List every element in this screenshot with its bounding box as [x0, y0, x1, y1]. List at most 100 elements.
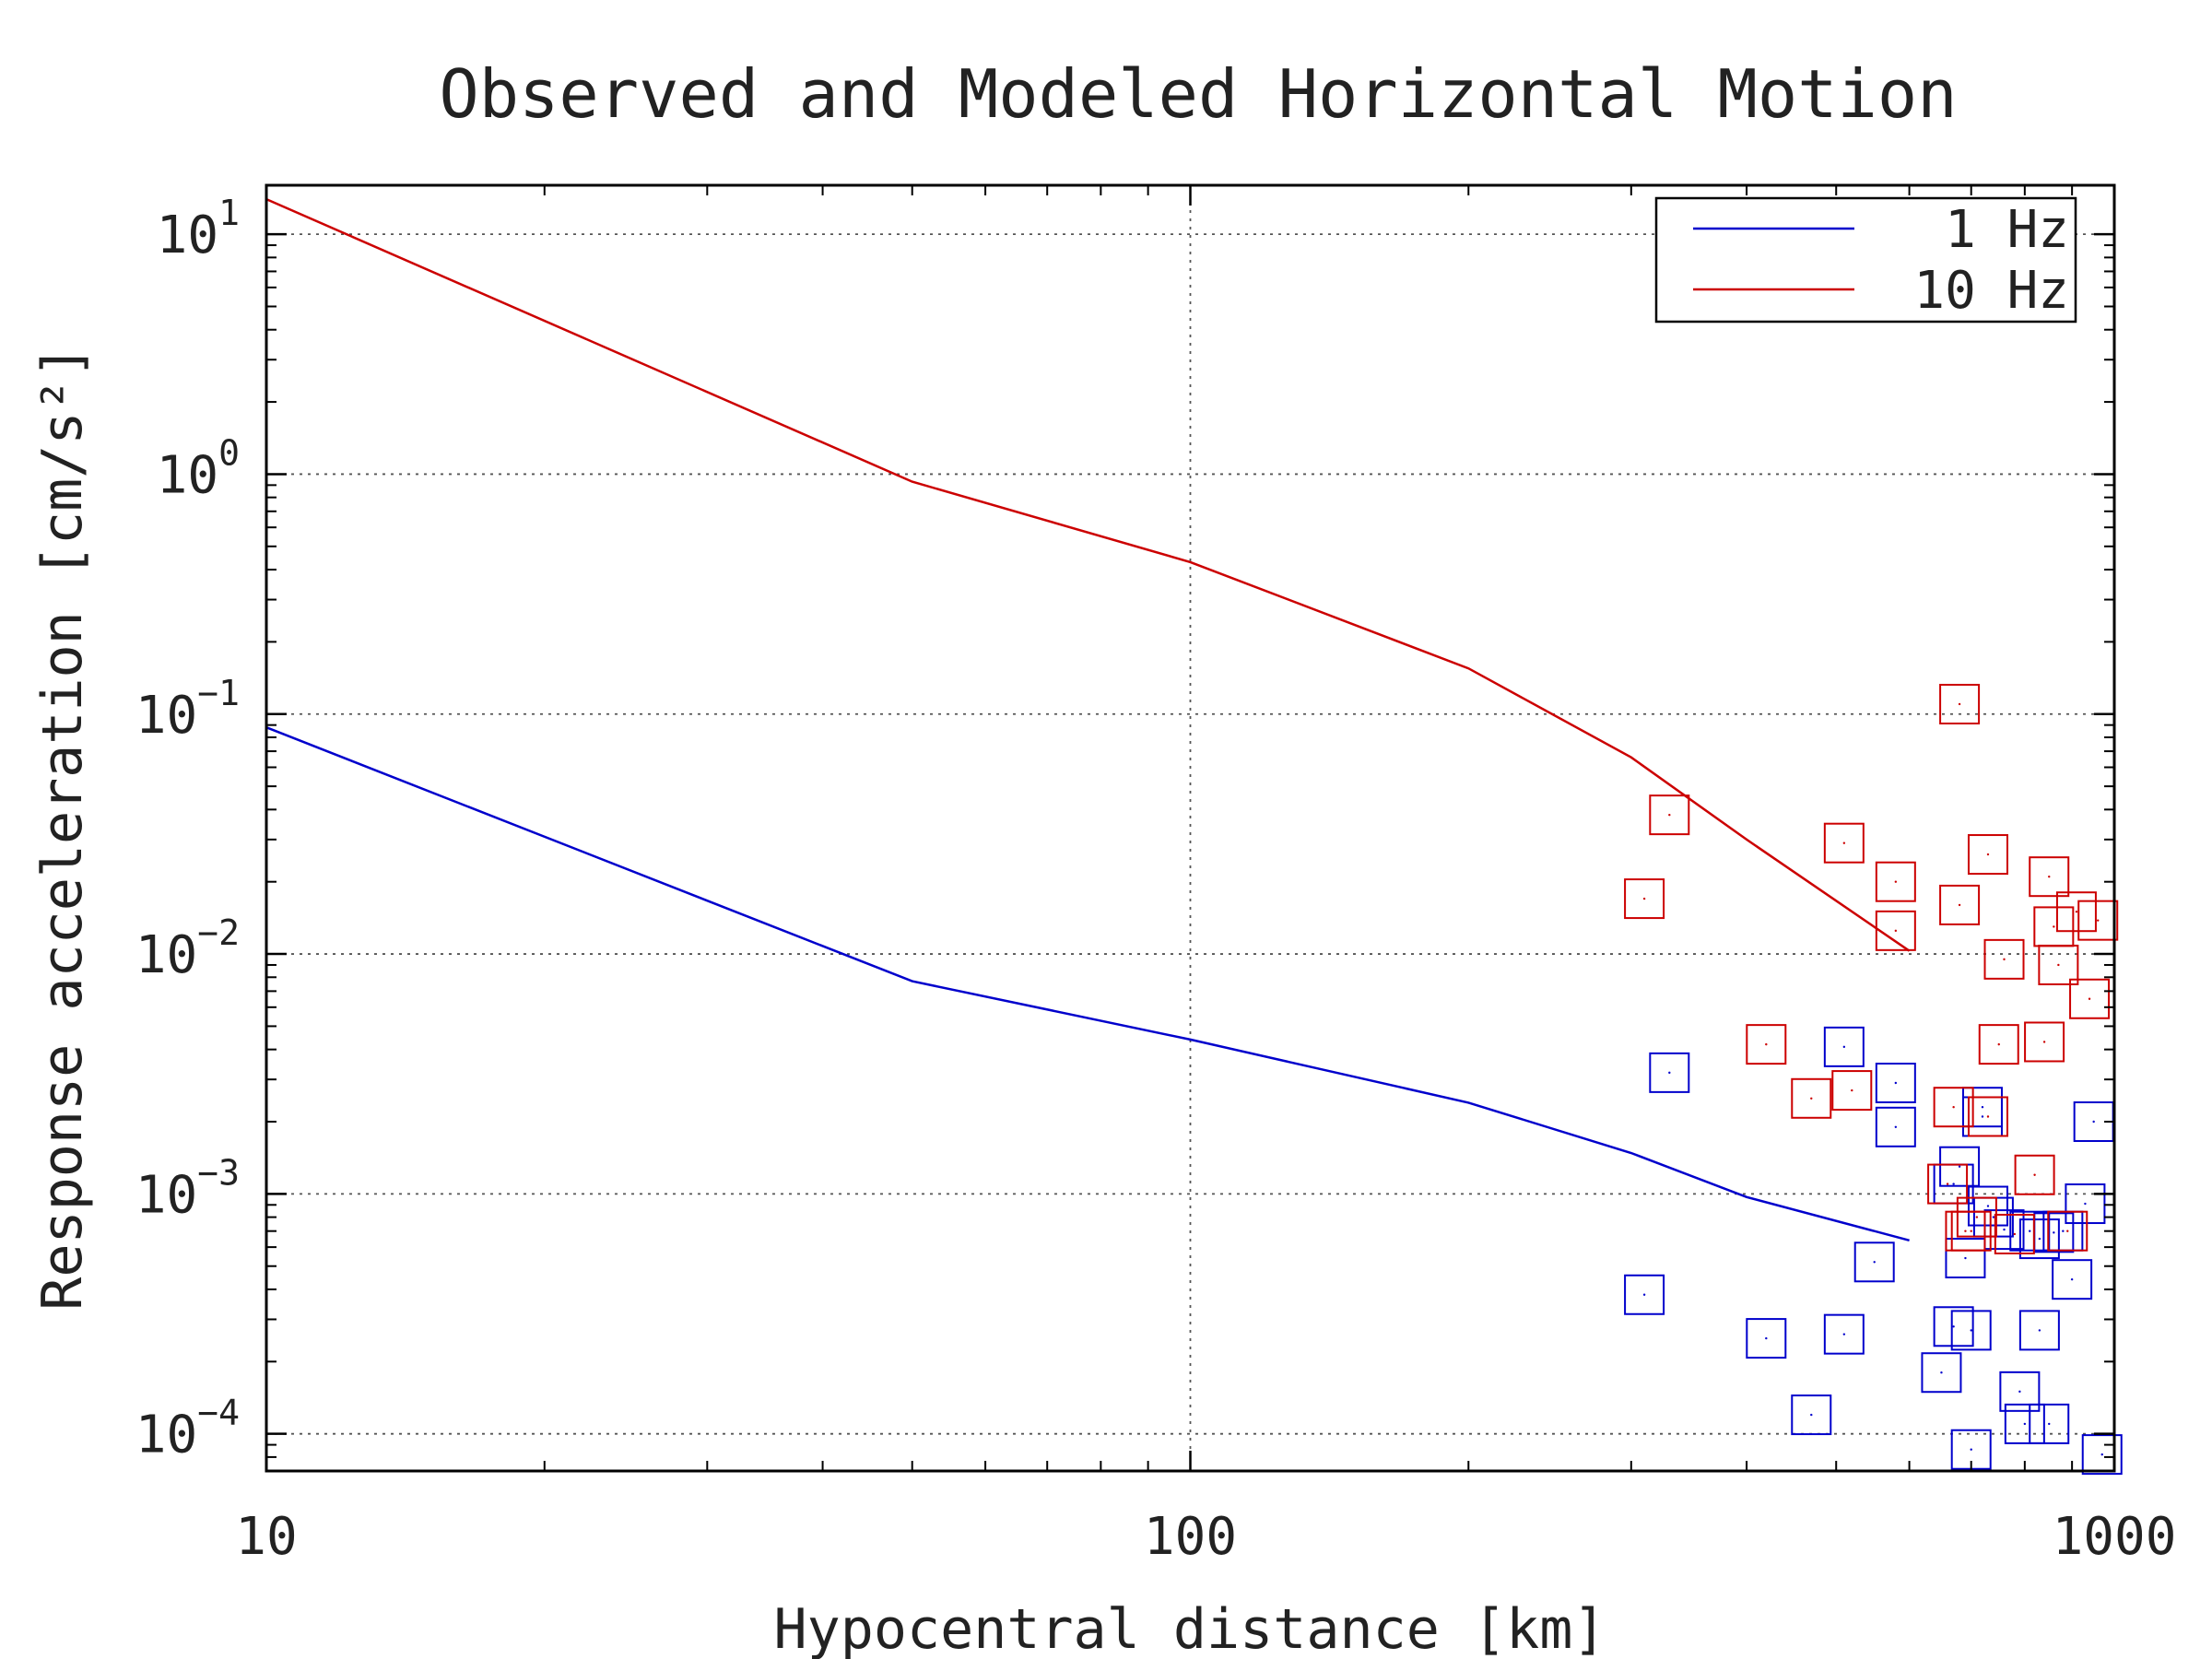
y-tick-label: 10−1 [135, 673, 240, 746]
observed-point-center-1hz [1842, 1045, 1846, 1049]
observed-point-1hz [1939, 1146, 1981, 1187]
series-10hz [265, 197, 2119, 1254]
observed-point-1hz [1875, 1063, 1916, 1104]
observed-point-center-10hz [1765, 1042, 1768, 1046]
observed-point-center-1hz [1952, 1182, 1955, 1185]
observed-point-center-10hz [1810, 1097, 1813, 1100]
observed-point-center-10hz [1851, 1088, 1853, 1092]
observed-point-center-10hz [1894, 880, 1898, 883]
observed-point-center-1hz [2100, 1453, 2103, 1456]
observed-point-center-1hz [2070, 1277, 2074, 1281]
observed-point-1hz [2018, 1218, 2060, 1260]
observed-point-center-10hz [2097, 919, 2100, 922]
observed-point-1hz [1791, 1394, 1832, 1436]
observed-point-1hz [1823, 1313, 1865, 1355]
x-tick-label: 100 [1144, 1507, 1237, 1567]
observed-point-10hz [1978, 1024, 2019, 1065]
observed-point-center-1hz [1894, 1125, 1898, 1129]
observed-point-center-1hz [2084, 1202, 2087, 1206]
observed-point-center-1hz [1873, 1261, 1876, 1264]
observed-point-10hz [1956, 1196, 1997, 1238]
observed-point-center-1hz [2092, 1120, 2095, 1124]
observed-point-center-10hz [1946, 1182, 1949, 1185]
observed-point-center-1hz [1810, 1413, 1813, 1417]
observed-point-1hz [1875, 1106, 1916, 1147]
observed-point-10hz [1624, 878, 1665, 920]
observed-point-center-1hz [1765, 1336, 1768, 1340]
observed-point-10hz [1831, 1070, 1873, 1112]
observed-point-center-1hz [1981, 1106, 1984, 1109]
observed-point-10hz [1939, 884, 1981, 925]
observed-point-1hz [1999, 1371, 2041, 1412]
series-layer [265, 197, 2123, 1476]
observed-point-10hz [1823, 822, 1865, 864]
observed-point-1hz [2004, 1403, 2045, 1444]
observed-point-center-1hz [1894, 1081, 1898, 1085]
observed-point-10hz [1994, 1213, 2035, 1254]
observed-point-10hz [1983, 938, 2025, 980]
observed-point-1hz [1921, 1352, 1962, 1394]
observed-point-1hz [1967, 1185, 2008, 1227]
observed-point-center-10hz [2048, 875, 2051, 878]
observed-point-center-1hz [1642, 1293, 1646, 1296]
observed-point-1hz [2081, 1434, 2123, 1476]
observed-point-10hz [1791, 1077, 1832, 1119]
observed-point-center-10hz [2042, 1041, 2046, 1043]
observed-point-center-10hz [1958, 903, 1961, 907]
observed-point-center-1hz [2029, 1230, 2031, 1232]
observed-point-1hz [2018, 1310, 2060, 1351]
observed-point-center-10hz [2066, 1230, 2069, 1232]
observed-point-center-1hz [1992, 1216, 1995, 1218]
x-tick-label: 1000 [2053, 1507, 2177, 1567]
observed-point-1hz [1624, 1274, 1665, 1315]
observed-point-10hz [2014, 1154, 2055, 1195]
observed-point-10hz [1967, 834, 2008, 876]
observed-point-center-1hz [2003, 1228, 2006, 1231]
observed-point-center-1hz [1668, 1071, 1671, 1075]
observed-point-center-10hz [2053, 925, 2055, 928]
observed-point-center-10hz [1997, 1042, 2000, 1046]
observed-point-center-1hz [2038, 1329, 2041, 1332]
observed-point-center-10hz [2088, 997, 2091, 1000]
observed-point-center-10hz [1964, 1230, 1967, 1232]
y-tick-label: 10−2 [135, 912, 240, 985]
observed-point-center-10hz [1642, 897, 1646, 900]
observed-point-center-1hz [1986, 1205, 1990, 1207]
observed-point-10hz [1933, 1087, 1974, 1128]
observed-point-center-1hz [2062, 1230, 2065, 1232]
x-axis-label: Hypocentral distance [km] [773, 1597, 1606, 1659]
observed-point-10hz [1746, 1024, 1787, 1065]
chart-title: Observed and Modeled Horizontal Motion [439, 55, 1957, 133]
observed-point-center-10hz [2003, 958, 2006, 961]
legend: 1 Hz 10 Hz [1654, 196, 2077, 324]
observed-point-10hz [1967, 1096, 2008, 1137]
observed-point-10hz [2047, 1210, 2088, 1252]
observed-point-10hz [2029, 856, 2070, 898]
model-line-1hz [265, 726, 1910, 1242]
series-1hz [265, 726, 2123, 1476]
observed-point-10hz [2038, 944, 2079, 985]
observed-point-10hz [1649, 794, 1690, 836]
observed-point-center-10hz [1986, 1115, 1990, 1118]
observed-point-1hz [2065, 1183, 2106, 1225]
y-axis-label: Response acceleration [cm/s²] [30, 345, 95, 1311]
observed-point-center-10hz [1952, 1106, 1955, 1109]
observed-point-1hz [2052, 1259, 2093, 1300]
x-tick-label: 10 [235, 1507, 297, 1567]
observed-point-center-1hz [1940, 1371, 1943, 1374]
observed-point-center-10hz [2013, 1232, 2017, 1236]
observed-point-1hz [1945, 1238, 1986, 1279]
observed-point-center-10hz [2057, 963, 2060, 967]
observed-point-1hz [2029, 1403, 2070, 1444]
observed-point-center-1hz [1958, 1165, 1961, 1168]
legend-label-10hz: 10 Hz [1913, 261, 2069, 321]
observed-point-10hz [1875, 910, 1916, 951]
observed-point-center-1hz [1981, 1115, 1984, 1118]
observed-point-10hz [2055, 891, 2097, 933]
observed-point-10hz [1927, 1163, 1969, 1205]
observed-point-center-10hz [2075, 911, 2078, 913]
observed-point-1hz [1853, 1241, 1895, 1283]
axis-ticks: 10−4 10−3 10−2 10−1 100 101 10 100 1000 [135, 185, 2177, 1567]
observed-point-10hz [1939, 683, 1981, 724]
